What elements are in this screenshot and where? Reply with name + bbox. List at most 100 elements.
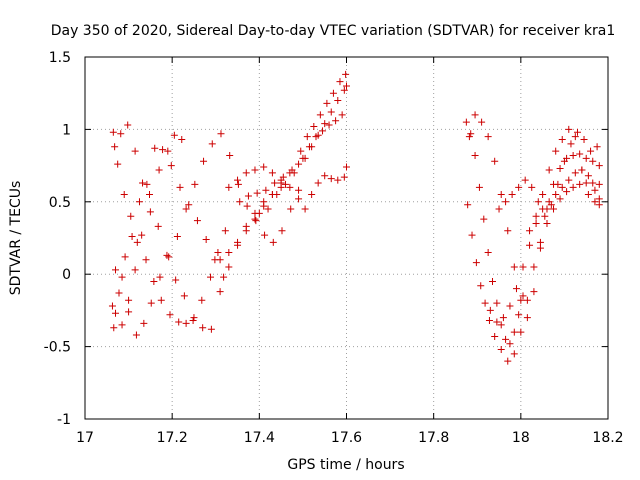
data-point xyxy=(554,180,562,188)
y-tick-label: -0.5 xyxy=(44,340,71,356)
data-point xyxy=(131,147,139,155)
data-point xyxy=(591,186,599,194)
data-point xyxy=(558,183,566,191)
data-point xyxy=(208,140,216,148)
data-point xyxy=(159,146,167,154)
data-point xyxy=(589,179,597,187)
data-point xyxy=(534,198,542,206)
data-point xyxy=(485,317,493,325)
data-point xyxy=(290,169,298,177)
data-point xyxy=(157,296,165,304)
data-point xyxy=(167,162,175,170)
x-tick-label: 18 xyxy=(512,430,530,446)
data-point xyxy=(225,263,233,271)
data-point xyxy=(475,183,483,191)
data-point xyxy=(180,292,188,300)
data-point xyxy=(464,201,472,209)
data-point xyxy=(138,231,146,239)
data-point xyxy=(484,133,492,141)
data-point xyxy=(327,108,335,116)
x-tick-label: 17.8 xyxy=(418,430,449,446)
data-point xyxy=(301,205,309,213)
data-point xyxy=(477,282,485,290)
data-point xyxy=(114,160,122,168)
data-point xyxy=(312,133,320,141)
data-point xyxy=(472,259,480,267)
data-point xyxy=(342,70,350,78)
x-tick-label: 17.6 xyxy=(331,430,362,446)
data-point xyxy=(595,201,603,209)
series-S15 xyxy=(526,125,603,235)
data-point xyxy=(471,111,479,119)
data-point xyxy=(558,136,566,144)
data-point xyxy=(552,191,560,199)
series-S9 xyxy=(255,111,346,217)
data-point xyxy=(139,179,147,187)
data-point xyxy=(143,180,151,188)
series-S13 xyxy=(486,166,603,326)
data-point xyxy=(491,332,499,340)
data-point xyxy=(142,256,150,264)
data-point xyxy=(587,147,595,155)
data-point xyxy=(576,150,584,158)
data-point xyxy=(532,220,540,228)
data-point xyxy=(243,202,251,210)
data-point xyxy=(193,217,201,225)
data-point xyxy=(593,143,601,151)
axis-ticks: 17 17.2 17.4 17.6 17.8 18 18.2 -1 -0.5 0 0.5 1 1.5 xyxy=(44,50,624,446)
data-point xyxy=(319,127,327,135)
data-point xyxy=(582,154,590,162)
x-tick-label: 17.4 xyxy=(244,430,275,446)
data-point xyxy=(178,136,186,144)
series-S8 xyxy=(236,70,350,206)
data-point xyxy=(499,314,507,322)
data-point xyxy=(573,128,581,136)
data-point xyxy=(124,121,132,129)
y-axis-label: SDTVAR / TECUs xyxy=(8,181,24,296)
data-point xyxy=(508,191,516,199)
data-point xyxy=(189,317,197,325)
data-point xyxy=(262,186,270,194)
data-point xyxy=(271,179,279,187)
data-point xyxy=(565,125,573,133)
grid-lines xyxy=(85,57,608,419)
data-point xyxy=(506,340,514,348)
data-point xyxy=(164,147,172,155)
data-point xyxy=(214,248,222,256)
chart-title: Day 350 of 2020, Sidereal Day-to-day VTE… xyxy=(51,23,616,39)
series-S7 xyxy=(225,163,350,213)
data-point xyxy=(528,183,536,191)
data-point xyxy=(316,111,324,119)
x-tick-label: 17.2 xyxy=(157,430,188,446)
series-S4 xyxy=(111,121,285,333)
data-point xyxy=(486,306,494,314)
data-point xyxy=(207,273,215,281)
data-point xyxy=(198,296,206,304)
series-S6 xyxy=(216,82,350,264)
y-tick-label: 0 xyxy=(62,267,71,283)
data-point xyxy=(343,82,350,90)
data-point xyxy=(287,205,295,213)
data-point xyxy=(502,198,510,206)
data-point xyxy=(151,144,159,152)
data-point xyxy=(502,335,510,343)
data-point xyxy=(216,288,224,296)
data-point xyxy=(478,118,486,126)
data-point xyxy=(462,118,470,126)
data-point xyxy=(556,164,564,172)
data-point xyxy=(172,276,180,284)
data-point xyxy=(519,263,527,271)
data-point xyxy=(465,133,473,141)
data-point xyxy=(220,273,228,281)
data-point xyxy=(504,357,512,365)
data-point xyxy=(489,277,497,285)
data-points xyxy=(108,70,603,365)
data-point xyxy=(166,311,174,319)
series-S12 xyxy=(465,111,603,322)
data-point xyxy=(115,289,123,297)
data-point xyxy=(517,328,525,336)
x-tick-label: 17 xyxy=(76,430,94,446)
data-point xyxy=(515,183,523,191)
data-point xyxy=(207,325,215,333)
